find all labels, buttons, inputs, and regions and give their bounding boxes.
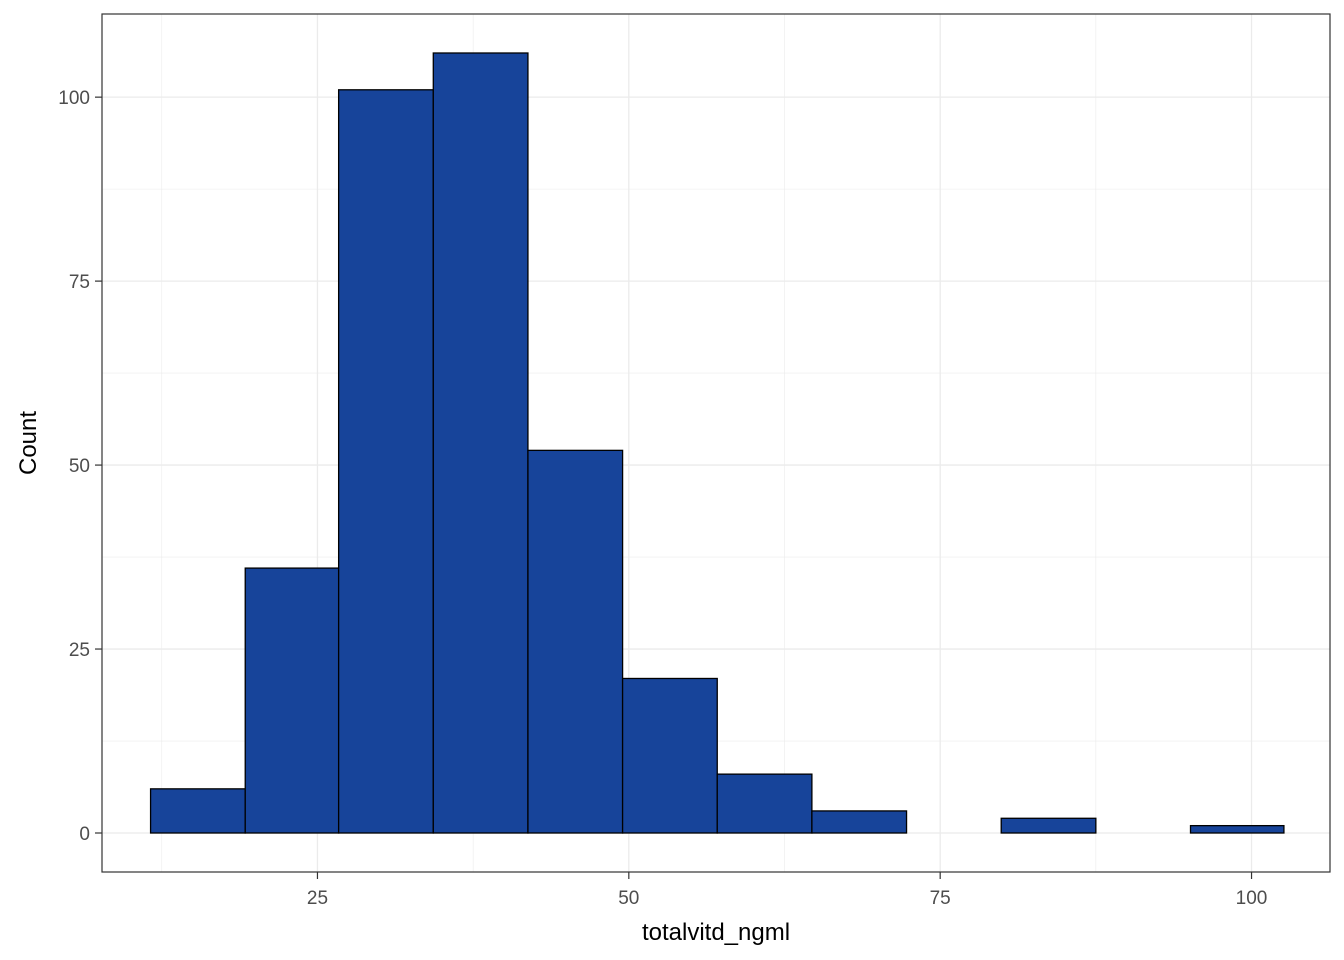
- y-tick-label: 100: [58, 88, 90, 109]
- y-tick-label: 0: [79, 824, 90, 845]
- x-tick-label: 100: [1236, 888, 1268, 909]
- y-axis-title: Count: [15, 411, 42, 475]
- y-axis-ticks: 0 25 50 75 100: [58, 88, 102, 845]
- histogram-bar: [432, 52, 529, 834]
- x-tick-label: 25: [307, 888, 328, 909]
- histogram-bar: [1000, 817, 1097, 834]
- histogram-bar: [149, 788, 246, 834]
- x-tick-label: 50: [618, 888, 639, 909]
- x-tick-label: 75: [930, 888, 951, 909]
- histogram-bar: [1189, 824, 1285, 834]
- histogram-bar: [527, 449, 624, 834]
- histogram-bar: [337, 89, 434, 834]
- histogram-bar: [716, 773, 813, 834]
- histogram-bar: [244, 567, 340, 834]
- histogram-bars: [149, 52, 1285, 834]
- panel-border: [101, 13, 1331, 873]
- histogram-bar: [811, 810, 908, 834]
- x-axis-title: totalvitd_ngml: [642, 919, 790, 946]
- histogram-bar: [621, 677, 718, 834]
- y-tick-label: 75: [69, 272, 90, 293]
- y-tick-label: 25: [69, 640, 90, 661]
- x-axis-ticks: 25 50 75 100: [307, 872, 1267, 909]
- y-tick-label: 50: [69, 456, 90, 477]
